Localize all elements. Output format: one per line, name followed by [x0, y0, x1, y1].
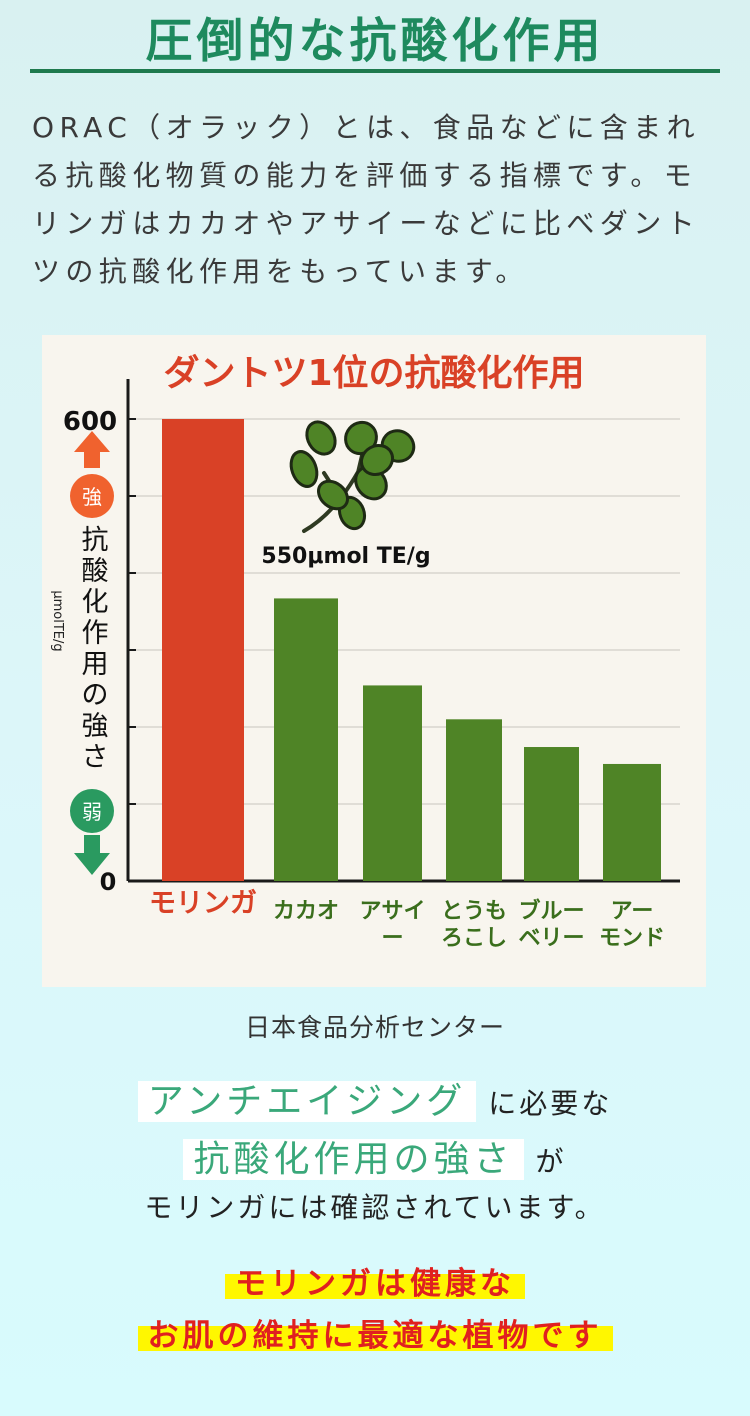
bar-3: [446, 719, 502, 881]
highlight-antioxidant-strength: 抗酸化作用の強さ: [183, 1139, 524, 1180]
y-axis-label-char: の: [82, 680, 109, 711]
chart-title: ダントツ1位の抗酸化作用: [163, 352, 584, 394]
x-tick-label-5: モンド: [599, 926, 665, 951]
y-axis-label-char: 抗: [82, 525, 109, 556]
claim-text-2: お肌の維持に最適な植物です: [137, 1318, 613, 1354]
strong-badge: [70, 474, 114, 518]
moringa-leaf-icon: [289, 450, 319, 488]
x-tick-label-2: アサイ: [359, 899, 425, 924]
claim-line-1: モリンガは健康な: [0, 1258, 750, 1303]
moringa-leaf-icon: [317, 479, 349, 511]
weak-badge-label: 弱: [82, 800, 102, 824]
y-axis-label-char: さ: [82, 742, 109, 773]
x-tick-label-4: ベリー: [518, 926, 584, 951]
bar-4: [524, 747, 579, 881]
x-tick-label-1: カカオ: [273, 899, 339, 924]
y-axis-label-char: 強: [82, 711, 109, 742]
message-line-2-rest: が: [535, 1145, 567, 1178]
bar-5: [603, 763, 661, 881]
message-line-1-rest: に必要な: [488, 1087, 613, 1120]
strong-badge-label: 強: [82, 485, 102, 509]
x-tick-label-0: モリンガ: [149, 888, 257, 919]
chart-panel: ダントツ1位の抗酸化作用 600 0 強弱抗酸化作用の強さ μmolTE/g モリンガ カカ…: [42, 335, 706, 987]
highlight-anti-aging: アンチエイジング: [137, 1081, 477, 1122]
y-tick-label-zero: 0: [100, 868, 117, 896]
bar-1: [274, 598, 338, 881]
y-axis-label-char: 酸: [82, 556, 109, 587]
x-tick-label-5: アー: [611, 899, 654, 924]
message-line-3: モリンガには確認されています。: [144, 1191, 606, 1224]
intro-text: ORAC（オラック）とは、食品などに含まれる抗酸化物質の能力を評価する指標です。…: [32, 111, 701, 288]
chart-annotation: 550μmol TE/g: [261, 544, 430, 569]
strong-arrow-icon: [74, 431, 110, 468]
moringa-leaf-icon: [359, 443, 395, 477]
x-tick-label-3: ろこし: [441, 926, 507, 951]
message-line-2: 抗酸化作用の強さが: [0, 1130, 750, 1182]
y-tick-label-max: 600: [63, 407, 117, 437]
claim-text-1: モリンガは健康な: [225, 1266, 525, 1302]
x-tick-label-3: とうも: [441, 899, 507, 924]
message-line-1: アンチエイジング に必要な: [0, 1072, 750, 1124]
moringa-leaf-icon: [305, 420, 337, 456]
y-axis-label-char: 化: [82, 587, 109, 618]
y-axis-unit: μmolTE/g: [50, 590, 65, 651]
claim-line-2: お肌の維持に最適な植物です: [0, 1310, 750, 1355]
bar-0: [162, 419, 244, 881]
source-label: 日本食品分析センター: [244, 1013, 505, 1042]
page-title: 圧倒的な抗酸化作用: [145, 14, 605, 69]
x-tick-label-4: ブルー: [518, 898, 584, 924]
x-tick-label-2: ー: [381, 926, 403, 951]
y-axis-label-char: 作: [82, 618, 109, 649]
title-divider: [30, 69, 720, 73]
y-axis-label-char: 用: [82, 649, 109, 680]
weak-badge: [70, 789, 114, 833]
bar-2: [363, 685, 422, 881]
weak-arrow-icon: [74, 835, 110, 875]
